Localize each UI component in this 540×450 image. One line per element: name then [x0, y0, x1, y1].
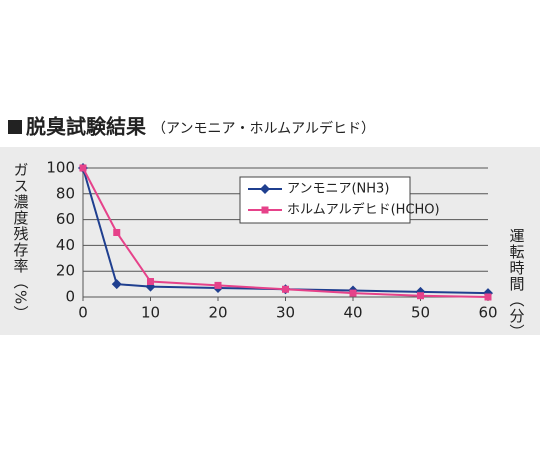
x-tick-label: 30 [276, 304, 295, 322]
title-square [8, 120, 22, 134]
series-line [82, 167, 489, 298]
y-axis-label: ガス濃度残存率（%） [12, 162, 30, 321]
x-tick-label: 0 [78, 304, 88, 322]
y-tick-label: 60 [56, 210, 75, 228]
legend-label: ホルムアルデヒド(HCHO) [287, 202, 440, 218]
marker [79, 164, 87, 172]
legend-label: アンモニア(NH3) [287, 182, 389, 197]
x-tick-label: 40 [343, 304, 362, 322]
chart-subtitle: （アンモニア・ホルムアルデヒド） [152, 120, 375, 137]
marker [349, 289, 357, 297]
x-tick-label: 20 [208, 304, 227, 322]
x-axis-label: 運転時間（分） [508, 228, 526, 340]
marker [484, 293, 492, 301]
marker [417, 292, 424, 300]
chart-title: 脱臭試験結果 [26, 115, 146, 139]
legend-marker [260, 184, 270, 194]
x-tick-label: 60 [478, 304, 497, 322]
y-tick-label: 20 [56, 262, 75, 280]
marker [111, 279, 122, 290]
legend-box [239, 176, 411, 224]
marker [147, 278, 154, 286]
y-tick-label: 80 [56, 184, 75, 202]
marker [282, 285, 289, 293]
series-line [82, 167, 489, 295]
legend: アンモニア(NH3) ホルムアルデヒド(HCHO) [239, 176, 440, 224]
legend-marker [261, 206, 269, 214]
marker [113, 229, 121, 236]
y-tick-label: 100 [46, 159, 75, 177]
x-tick-label: 10 [141, 304, 160, 322]
y-tick-label: 40 [56, 236, 75, 254]
x-tick-label: 50 [411, 304, 430, 322]
marker [214, 281, 222, 289]
y-tick-label: 0 [65, 288, 75, 306]
